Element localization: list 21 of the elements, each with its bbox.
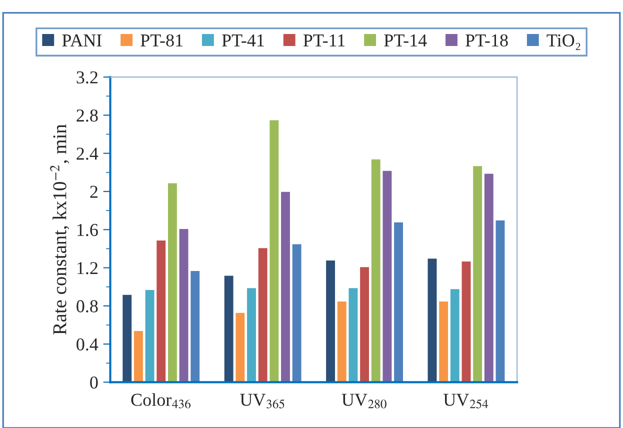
- y-tick-label: 3.2: [76, 71, 98, 84]
- x-tick-label: UV$_{280}$: [342, 394, 386, 408]
- y-tick-label: 0: [90, 376, 98, 389]
- y-tick-label: 2.8: [76, 109, 98, 122]
- y-axis-title: Rate constant, kx10$^{−2}$, min: [50, 124, 70, 335]
- y-tick-label: 2.4: [76, 148, 98, 160]
- x-tick-label: Color$_{436}$: [131, 393, 190, 408]
- legend-label: PANI: [62, 34, 102, 46]
- y-tick-label: 2: [90, 186, 98, 198]
- y-tick-label: 0.4: [76, 338, 98, 351]
- y-tick-label: 1.2: [77, 262, 98, 274]
- legend-label: TiO₂: [546, 34, 580, 50]
- legend-label: PT-41: [222, 34, 264, 46]
- legend-label: PT-18: [466, 34, 508, 47]
- legend-label: PT-14: [384, 34, 427, 46]
- y-tick-label: 0.8: [76, 300, 98, 312]
- y-tick-label: 1.6: [77, 224, 98, 236]
- x-tick-label: UV$_{254}$: [444, 394, 488, 408]
- legend-label: PT-11: [303, 34, 345, 46]
- x-tick-label: UV$_{365}$: [240, 394, 284, 408]
- legend-label: PT-81: [140, 34, 182, 47]
